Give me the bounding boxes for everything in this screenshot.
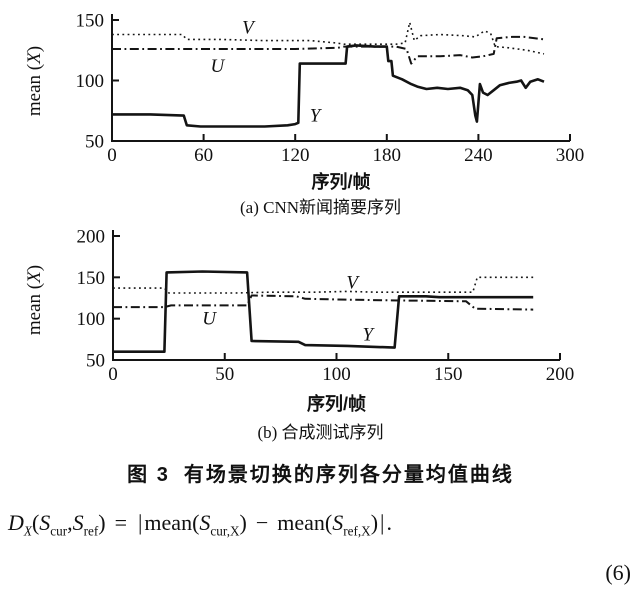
eq-minus: −: [255, 510, 269, 535]
eq-S3: S: [199, 510, 211, 535]
y-tick-label: 50: [85, 132, 104, 153]
series-letter-v: V: [346, 272, 360, 293]
eq-period: .: [386, 510, 392, 535]
eq-paren: (: [31, 510, 40, 535]
series-u: [113, 294, 534, 311]
x-tick-label: 0: [107, 145, 117, 166]
chart-a-xlabel: 序列/帧: [311, 172, 371, 192]
eq-S1-sub: cur: [50, 523, 68, 539]
series-u: [112, 35, 545, 65]
chart-b-caption: (b) 合成测试序列: [257, 423, 384, 442]
eq-D: D: [8, 510, 24, 535]
eq-paren: ): [98, 510, 106, 535]
series-letter-u: U: [210, 56, 225, 77]
ylabel-text: mean (: [24, 282, 45, 336]
equation: DX(Scur,Sref) = |mean(Scur,X) − mean(Sref,X)…: [8, 510, 392, 539]
eq-equals: =: [114, 510, 128, 535]
y-tick-label: 50: [86, 351, 105, 372]
chart-b-xlabel: 序列/帧: [306, 394, 366, 414]
x-tick-label: 300: [556, 145, 585, 166]
axes: [112, 230, 560, 361]
x-tick-label: 180: [373, 145, 402, 166]
series-letter-u: U: [202, 309, 217, 330]
equation-number: (6): [605, 560, 631, 585]
chart-a-caption: (a) CNN新闻摘要序列: [239, 198, 401, 217]
eq-abs-right: |: [380, 510, 385, 535]
x-tick-label: 120: [281, 145, 310, 166]
ylabel-text: mean (: [24, 63, 45, 117]
figure-number: 图 3: [127, 464, 170, 486]
eq-S2: S: [72, 510, 84, 535]
y-tick-label: 100: [77, 309, 106, 330]
ylabel-variable: X: [24, 52, 45, 64]
x-tick-label: 100: [322, 364, 351, 385]
ylabel-close: ): [24, 45, 45, 53]
eq-mean2: mean(: [277, 510, 333, 535]
eq-S1: S: [39, 510, 51, 535]
figure-caption: 图 3 有场景切换的序列各分量均值曲线: [0, 458, 641, 487]
axes: [111, 14, 570, 142]
figure-title: 有场景切换的序列各分量均值曲线: [183, 464, 514, 486]
eq-D-sub: X: [23, 523, 32, 539]
series-y: [113, 270, 534, 353]
y-tick-label: 200: [77, 227, 106, 248]
eq-S4: S: [332, 510, 344, 535]
series-y: [112, 44, 545, 128]
eq-comma: ,: [67, 510, 73, 535]
x-tick-label: 240: [464, 145, 493, 166]
x-tick-label: 0: [108, 364, 118, 385]
eq-S3-sub: cur,X: [210, 523, 240, 539]
chart-b-ylabel: mean (X): [24, 235, 46, 365]
y-tick-label: 150: [76, 11, 105, 32]
eq-close1: ): [239, 510, 247, 535]
eq-mean1: mean(: [144, 510, 200, 535]
ylabel-variable: X: [24, 271, 45, 283]
eq-S2-sub: ref: [83, 523, 99, 539]
eq-abs-left: |: [138, 510, 143, 535]
eq-S4-sub: ref,X: [343, 523, 371, 539]
series-v: [113, 276, 534, 294]
chart-a-ylabel: mean (X): [24, 16, 46, 146]
x-tick-label: 200: [546, 364, 575, 385]
series-v: [112, 21, 545, 55]
y-tick-label: 100: [76, 71, 105, 92]
ylabel-close: ): [24, 264, 45, 272]
eq-close2: ): [370, 510, 379, 535]
series-letter-y: Y: [363, 324, 376, 345]
chart-a: 150 100 500 60 120 180 240 300 VU Y: [76, 11, 585, 167]
x-tick-label: 150: [434, 364, 463, 385]
x-tick-label: 50: [215, 364, 234, 385]
x-tick-label: 60: [194, 145, 213, 166]
series-letter-y: Y: [310, 106, 323, 127]
y-tick-label: 150: [77, 268, 106, 289]
series-letter-v: V: [242, 17, 256, 38]
